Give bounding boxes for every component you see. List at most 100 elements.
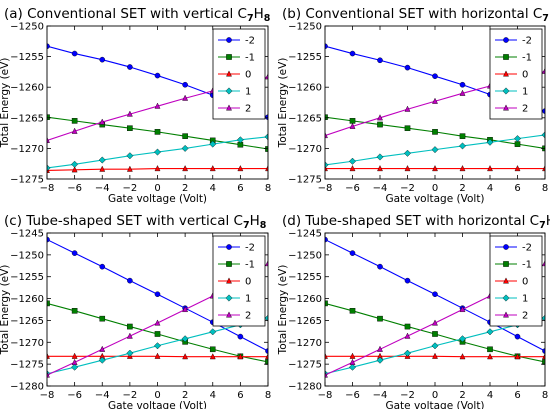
data-point bbox=[265, 73, 268, 80]
data-point bbox=[459, 353, 466, 360]
chart-panel-1: (b) Conventional SET with horizontal C7H… bbox=[277, 6, 550, 205]
y-axis-label: Total Energy (eV) bbox=[0, 265, 11, 356]
x-tick-label: 8 bbox=[265, 183, 271, 194]
legend-label: 2 bbox=[522, 104, 528, 115]
data-point bbox=[325, 161, 329, 169]
data-point bbox=[127, 125, 133, 132]
data-point bbox=[99, 315, 106, 322]
data-point bbox=[349, 157, 356, 165]
chart-title-subscript: 8 bbox=[264, 13, 271, 24]
x-tick-label: 8 bbox=[265, 390, 271, 401]
data-point bbox=[154, 148, 161, 156]
x-tick-label: 4 bbox=[487, 390, 493, 401]
x-axis-label: Gate voltage (Volt) bbox=[108, 193, 207, 205]
data-point bbox=[432, 319, 438, 326]
y-tick-label: −1255 bbox=[288, 52, 322, 63]
data-point bbox=[404, 125, 411, 132]
x-tick-label: −2 bbox=[400, 390, 415, 401]
data-point bbox=[459, 165, 466, 172]
legend-label: -1 bbox=[245, 53, 255, 64]
data-point bbox=[541, 131, 545, 139]
y-axis-label: Total Energy (eV) bbox=[277, 265, 289, 356]
y-tick-label: −1250 bbox=[288, 22, 322, 33]
y-axis-label: Total Energy (eV) bbox=[277, 58, 289, 149]
data-point bbox=[325, 114, 328, 120]
data-point bbox=[154, 72, 161, 79]
x-tick-label: 0 bbox=[432, 390, 438, 401]
data-point bbox=[486, 328, 494, 336]
x-tick-label: −2 bbox=[400, 183, 415, 194]
x-tick-label: 4 bbox=[210, 390, 216, 401]
x-tick-label: 2 bbox=[182, 390, 188, 401]
data-point bbox=[154, 342, 161, 350]
legend-marker bbox=[502, 294, 510, 302]
data-point bbox=[236, 136, 244, 144]
data-point bbox=[264, 133, 268, 141]
data-point bbox=[71, 352, 78, 359]
x-tick-label: 2 bbox=[459, 390, 465, 401]
data-point bbox=[486, 138, 494, 146]
data-point bbox=[71, 118, 78, 124]
data-point bbox=[542, 260, 545, 267]
x-tick-label: 8 bbox=[542, 183, 548, 194]
chart-title-text: (c) Tube-shaped SET with vertical C bbox=[4, 213, 243, 229]
data-point bbox=[181, 335, 189, 343]
chart-title-text: (a) Conventional SET with vertical C bbox=[4, 6, 247, 22]
plot-area bbox=[325, 43, 545, 172]
legend-label: 0 bbox=[522, 277, 528, 288]
data-point bbox=[404, 165, 411, 172]
data-point bbox=[514, 135, 521, 143]
data-point bbox=[349, 352, 356, 359]
data-point bbox=[377, 57, 383, 64]
data-point bbox=[542, 165, 545, 172]
chart-panel-0: (a) Conventional SET with vertical C7H8−… bbox=[0, 6, 271, 205]
data-point bbox=[209, 353, 216, 360]
y-tick-label: −1245 bbox=[10, 229, 44, 240]
data-point bbox=[487, 353, 493, 360]
legend: -2 -1 0 1 2 bbox=[212, 28, 266, 120]
plot-area bbox=[325, 236, 545, 378]
data-point bbox=[459, 81, 466, 88]
x-tick-label: 2 bbox=[182, 183, 188, 194]
data-point bbox=[431, 146, 439, 154]
data-point bbox=[459, 142, 466, 150]
data-point bbox=[209, 346, 216, 353]
data-point bbox=[377, 315, 383, 322]
y-tick-label: −1270 bbox=[288, 338, 322, 349]
legend-marker bbox=[226, 277, 232, 284]
y-tick-label: −1255 bbox=[10, 52, 44, 63]
x-tick-label: −8 bbox=[318, 390, 333, 401]
data-point bbox=[542, 67, 545, 74]
x-axis-label: Gate voltage (Volt) bbox=[108, 400, 207, 409]
y-tick-label: −1260 bbox=[288, 294, 322, 305]
x-tick-label: −6 bbox=[67, 390, 82, 401]
chart-title-text: H bbox=[250, 213, 260, 229]
legend: -2 -1 0 1 2 bbox=[489, 235, 543, 327]
data-point bbox=[182, 133, 188, 139]
legend-label: -1 bbox=[245, 260, 255, 271]
chart-title: (c) Tube-shaped SET with vertical C7H8 bbox=[4, 213, 267, 231]
data-point bbox=[71, 308, 78, 314]
data-point bbox=[514, 333, 521, 340]
data-point bbox=[404, 105, 411, 112]
data-point bbox=[265, 353, 268, 360]
chart-title-text: H bbox=[549, 6, 550, 22]
data-point bbox=[47, 136, 50, 143]
chart-panel-3: (d) Tube-shaped SET with horizontal C7H8… bbox=[277, 213, 550, 409]
x-tick-label: −2 bbox=[123, 183, 138, 194]
data-point bbox=[325, 43, 328, 49]
data-point bbox=[541, 314, 545, 322]
data-point bbox=[349, 358, 356, 365]
data-point bbox=[325, 131, 328, 139]
legend-marker bbox=[226, 261, 232, 267]
data-point bbox=[126, 152, 134, 160]
legend-marker bbox=[226, 70, 232, 77]
data-point bbox=[154, 319, 161, 326]
y-tick-label: −1275 bbox=[288, 360, 322, 371]
legend-label: 1 bbox=[522, 87, 528, 98]
data-point bbox=[377, 114, 383, 121]
legend-label: -2 bbox=[522, 243, 532, 254]
legend-marker bbox=[226, 37, 232, 43]
data-point bbox=[514, 353, 521, 360]
data-point bbox=[98, 156, 106, 164]
